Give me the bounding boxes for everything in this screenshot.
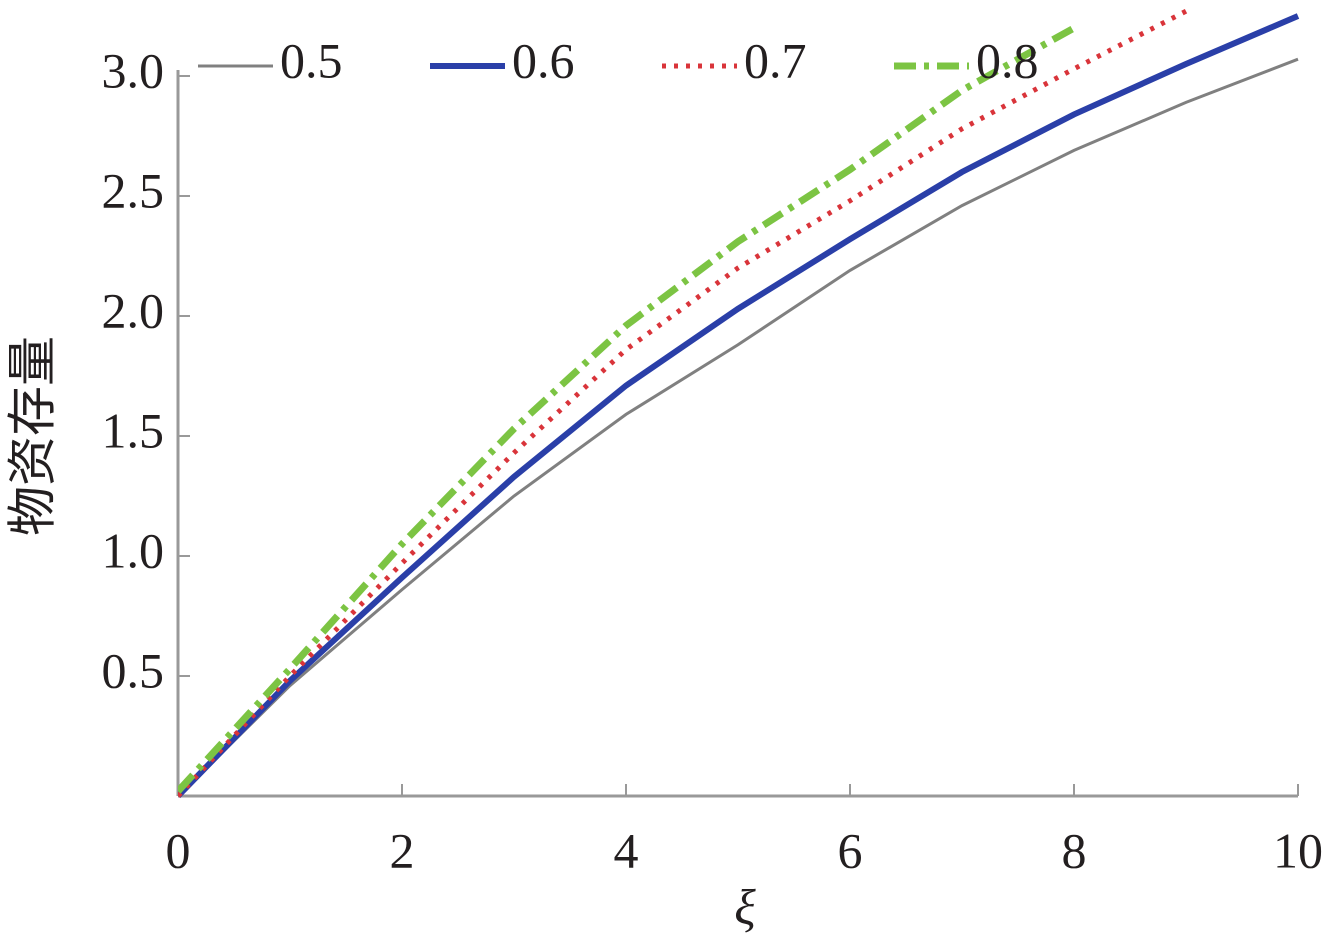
x-tick-label: 10 bbox=[1273, 822, 1323, 878]
series-line bbox=[178, 24, 1076, 794]
y-axis-label: 物资存量 bbox=[4, 336, 60, 536]
legend-label: 0.8 bbox=[976, 32, 1039, 88]
legend-label: 0.5 bbox=[280, 32, 343, 88]
x-tick-label: 6 bbox=[838, 822, 863, 878]
y-tick-label: 0.5 bbox=[102, 642, 165, 698]
y-tick-label: 2.0 bbox=[102, 282, 165, 338]
series-line bbox=[178, 57, 1299, 798]
x-tick-label: 8 bbox=[1062, 822, 1087, 878]
y-tick-label: 1.5 bbox=[102, 402, 165, 458]
series-line bbox=[178, 8, 1188, 798]
x-axis-label: ξ bbox=[734, 878, 756, 934]
y-tick-label: 2.5 bbox=[102, 162, 165, 218]
y-tick-label: 1.0 bbox=[102, 522, 165, 578]
x-tick-label: 2 bbox=[390, 822, 415, 878]
legend-label: 0.7 bbox=[744, 32, 807, 88]
x-tick-label: 4 bbox=[614, 822, 639, 878]
series-line bbox=[178, 13, 1300, 799]
x-tick-label: 0 bbox=[166, 822, 191, 878]
y-tick-label: 3.0 bbox=[102, 42, 165, 98]
legend-label: 0.6 bbox=[512, 32, 575, 88]
plot-area bbox=[178, 8, 1300, 799]
